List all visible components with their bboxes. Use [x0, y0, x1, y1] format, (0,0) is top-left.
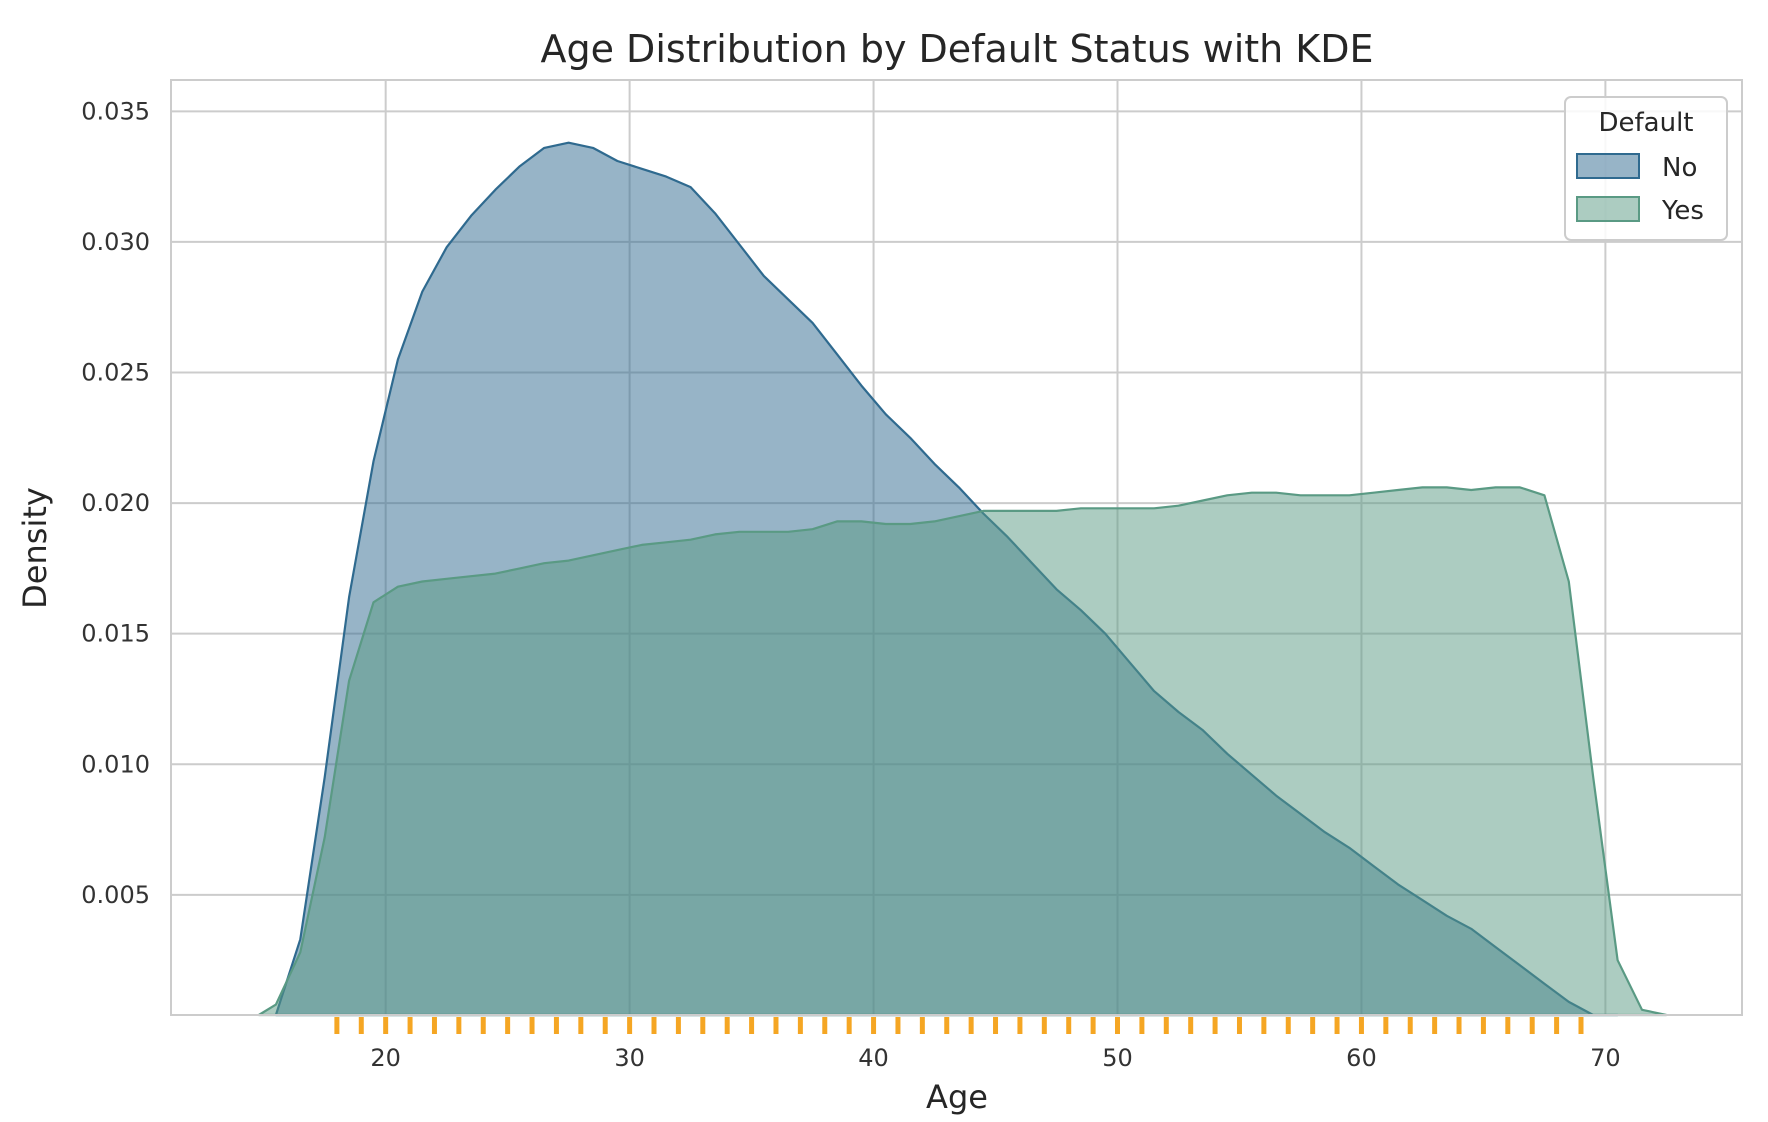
rug-marks [334, 1017, 1584, 1034]
legend-title: Default [1599, 108, 1694, 138]
x-tick-label: 20 [370, 1044, 401, 1072]
x-tick-label: 50 [1102, 1044, 1133, 1072]
y-tick-label: 0.010 [81, 750, 150, 778]
legend-label-yes: Yes [1661, 196, 1704, 226]
legend-swatch-yes [1576, 196, 1640, 222]
y-tick-label: 0.035 [81, 97, 150, 125]
legend-label-no: No [1662, 153, 1697, 183]
plot-frame [170, 79, 1743, 1016]
y-tick-labels: 0.005 0.010 0.015 0.020 0.025 0.030 0.035 [81, 97, 150, 909]
x-tick-label: 30 [614, 1044, 645, 1072]
y-tick-label: 0.020 [81, 489, 150, 517]
x-tick-label: 70 [1590, 1044, 1621, 1072]
chart-title: Age Distribution by Default Status with … [540, 27, 1373, 71]
y-tick-label: 0.025 [81, 359, 150, 387]
x-tick-labels: 20 30 40 50 60 70 [370, 1044, 1620, 1072]
legend-swatch-no [1576, 153, 1640, 179]
legend: Default No Yes [1564, 96, 1728, 241]
y-axis-label: Density [16, 487, 54, 609]
density-area-yes [257, 486, 1668, 1017]
y-tick-label: 0.030 [81, 228, 150, 256]
density-areas [257, 141, 1668, 1017]
x-tick-label: 40 [858, 1044, 889, 1072]
x-axis-label: Age [926, 1078, 988, 1116]
y-tick-label: 0.015 [81, 620, 150, 648]
x-tick-label: 60 [1346, 1044, 1377, 1072]
y-tick-label: 0.005 [81, 881, 150, 909]
